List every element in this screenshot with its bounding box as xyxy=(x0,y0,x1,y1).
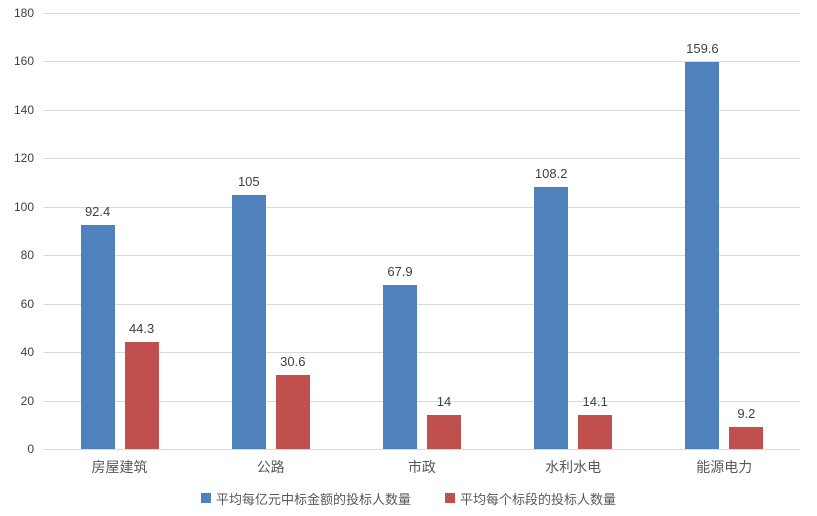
bar-series1-水利水电 xyxy=(534,187,569,449)
y-tick-label: 120 xyxy=(13,151,34,166)
bar-series1-房屋建筑 xyxy=(80,225,115,449)
gridline xyxy=(44,61,800,63)
y-tick-label: 80 xyxy=(20,248,34,263)
gridline xyxy=(44,158,800,160)
data-label: 30.6 xyxy=(280,354,306,369)
legend-label: 平均每个标段的投标人数量 xyxy=(460,491,617,507)
bar-series2-公路 xyxy=(275,375,310,449)
legend-label: 平均每亿元中标金额的投标人数量 xyxy=(215,491,411,507)
data-label: 108.2 xyxy=(534,166,568,181)
bar-series1-市政 xyxy=(383,285,417,449)
x-axis-line xyxy=(44,449,800,450)
y-tick-label: 160 xyxy=(13,54,34,69)
y-tick-label: 180 xyxy=(13,6,34,20)
gridline xyxy=(44,400,800,402)
legend: 平均每亿元中标金额的投标人数量 平均每个标段的投标人数量 xyxy=(0,487,817,509)
gridline xyxy=(44,13,800,14)
category-label: 公路 xyxy=(256,459,285,475)
data-label: 14.1 xyxy=(582,394,608,409)
y-tick-label: 0 xyxy=(27,442,34,456)
gridline xyxy=(44,352,800,354)
data-label: 67.9 xyxy=(387,264,413,279)
y-tick-label: 40 xyxy=(20,345,34,360)
data-label: 92.4 xyxy=(84,204,111,219)
bar-series2-能源电力 xyxy=(729,427,764,449)
data-label: 44.3 xyxy=(128,321,155,336)
gridline xyxy=(44,109,800,111)
legend-item-series1: 平均每亿元中标金额的投标人数量 xyxy=(200,489,411,508)
bar-series2-房屋建筑 xyxy=(124,342,159,449)
bar-series2-市政 xyxy=(427,415,461,449)
category-label: 能源电力 xyxy=(696,459,753,475)
category-label: 市政 xyxy=(407,459,436,475)
gridline xyxy=(44,206,800,208)
y-tick-label: 100 xyxy=(13,199,34,214)
data-label: 14 xyxy=(436,394,452,409)
data-label: 105 xyxy=(237,174,260,189)
category-label: 水利水电 xyxy=(545,459,602,475)
legend-swatch-icon xyxy=(445,493,455,503)
gridline xyxy=(44,255,800,257)
bar-series1-公路 xyxy=(231,195,266,449)
data-label: 159.6 xyxy=(686,41,719,56)
y-tick-label: 140 xyxy=(13,102,34,117)
bar-series2-水利水电 xyxy=(578,415,613,449)
data-label: 9.2 xyxy=(737,406,756,421)
legend-swatch-icon xyxy=(200,493,211,503)
category-label: 房屋建筑 xyxy=(91,459,148,475)
gridline xyxy=(44,303,800,305)
y-tick-label: 20 xyxy=(20,393,34,408)
y-tick-label: 60 xyxy=(20,296,34,311)
bar-series1-能源电力 xyxy=(685,62,720,449)
legend-item-series2: 平均每个标段的投标人数量 xyxy=(445,489,616,508)
